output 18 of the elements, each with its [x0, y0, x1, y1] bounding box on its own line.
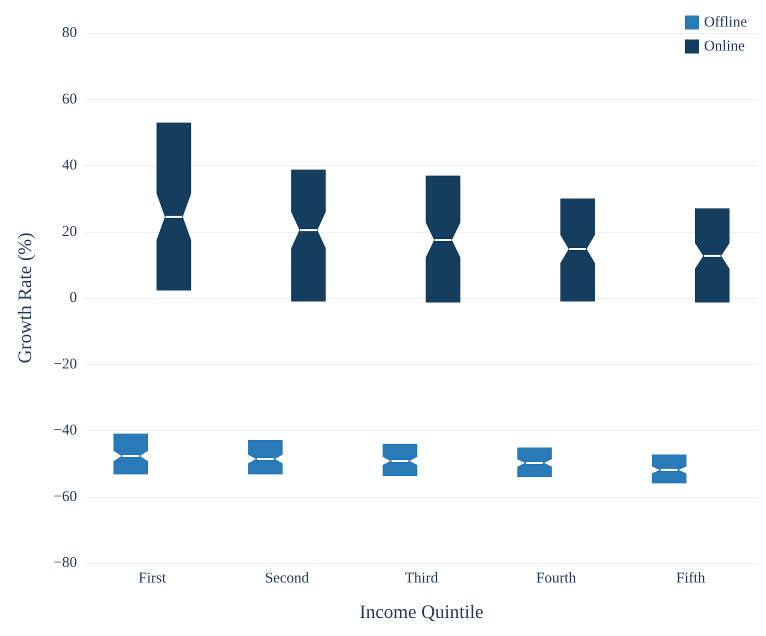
legend-label: Offline: [704, 14, 748, 30]
y-tick-label: 20: [62, 224, 77, 240]
x-tick-label: Fourth: [536, 570, 577, 586]
y-tick-label: −80: [54, 555, 77, 571]
y-axis-title: Growth Rate (%): [15, 232, 36, 364]
x-tick-label: Fifth: [676, 570, 706, 586]
y-tick-label: −20: [54, 356, 77, 372]
y-tick-label: 60: [62, 91, 77, 108]
legend-label: Online: [704, 38, 746, 54]
y-tick-label: −60: [54, 488, 77, 505]
y-tick-label: 0: [70, 290, 77, 306]
x-tick-label: Second: [264, 570, 310, 586]
x-tick-label: First: [138, 570, 167, 586]
y-tick-label: 80: [62, 25, 77, 41]
y-tick-label: 40: [62, 158, 77, 174]
y-tick-label: −40: [54, 422, 77, 438]
x-axis-title: Income Quintile: [360, 602, 484, 623]
x-tick-label: Third: [404, 570, 439, 586]
